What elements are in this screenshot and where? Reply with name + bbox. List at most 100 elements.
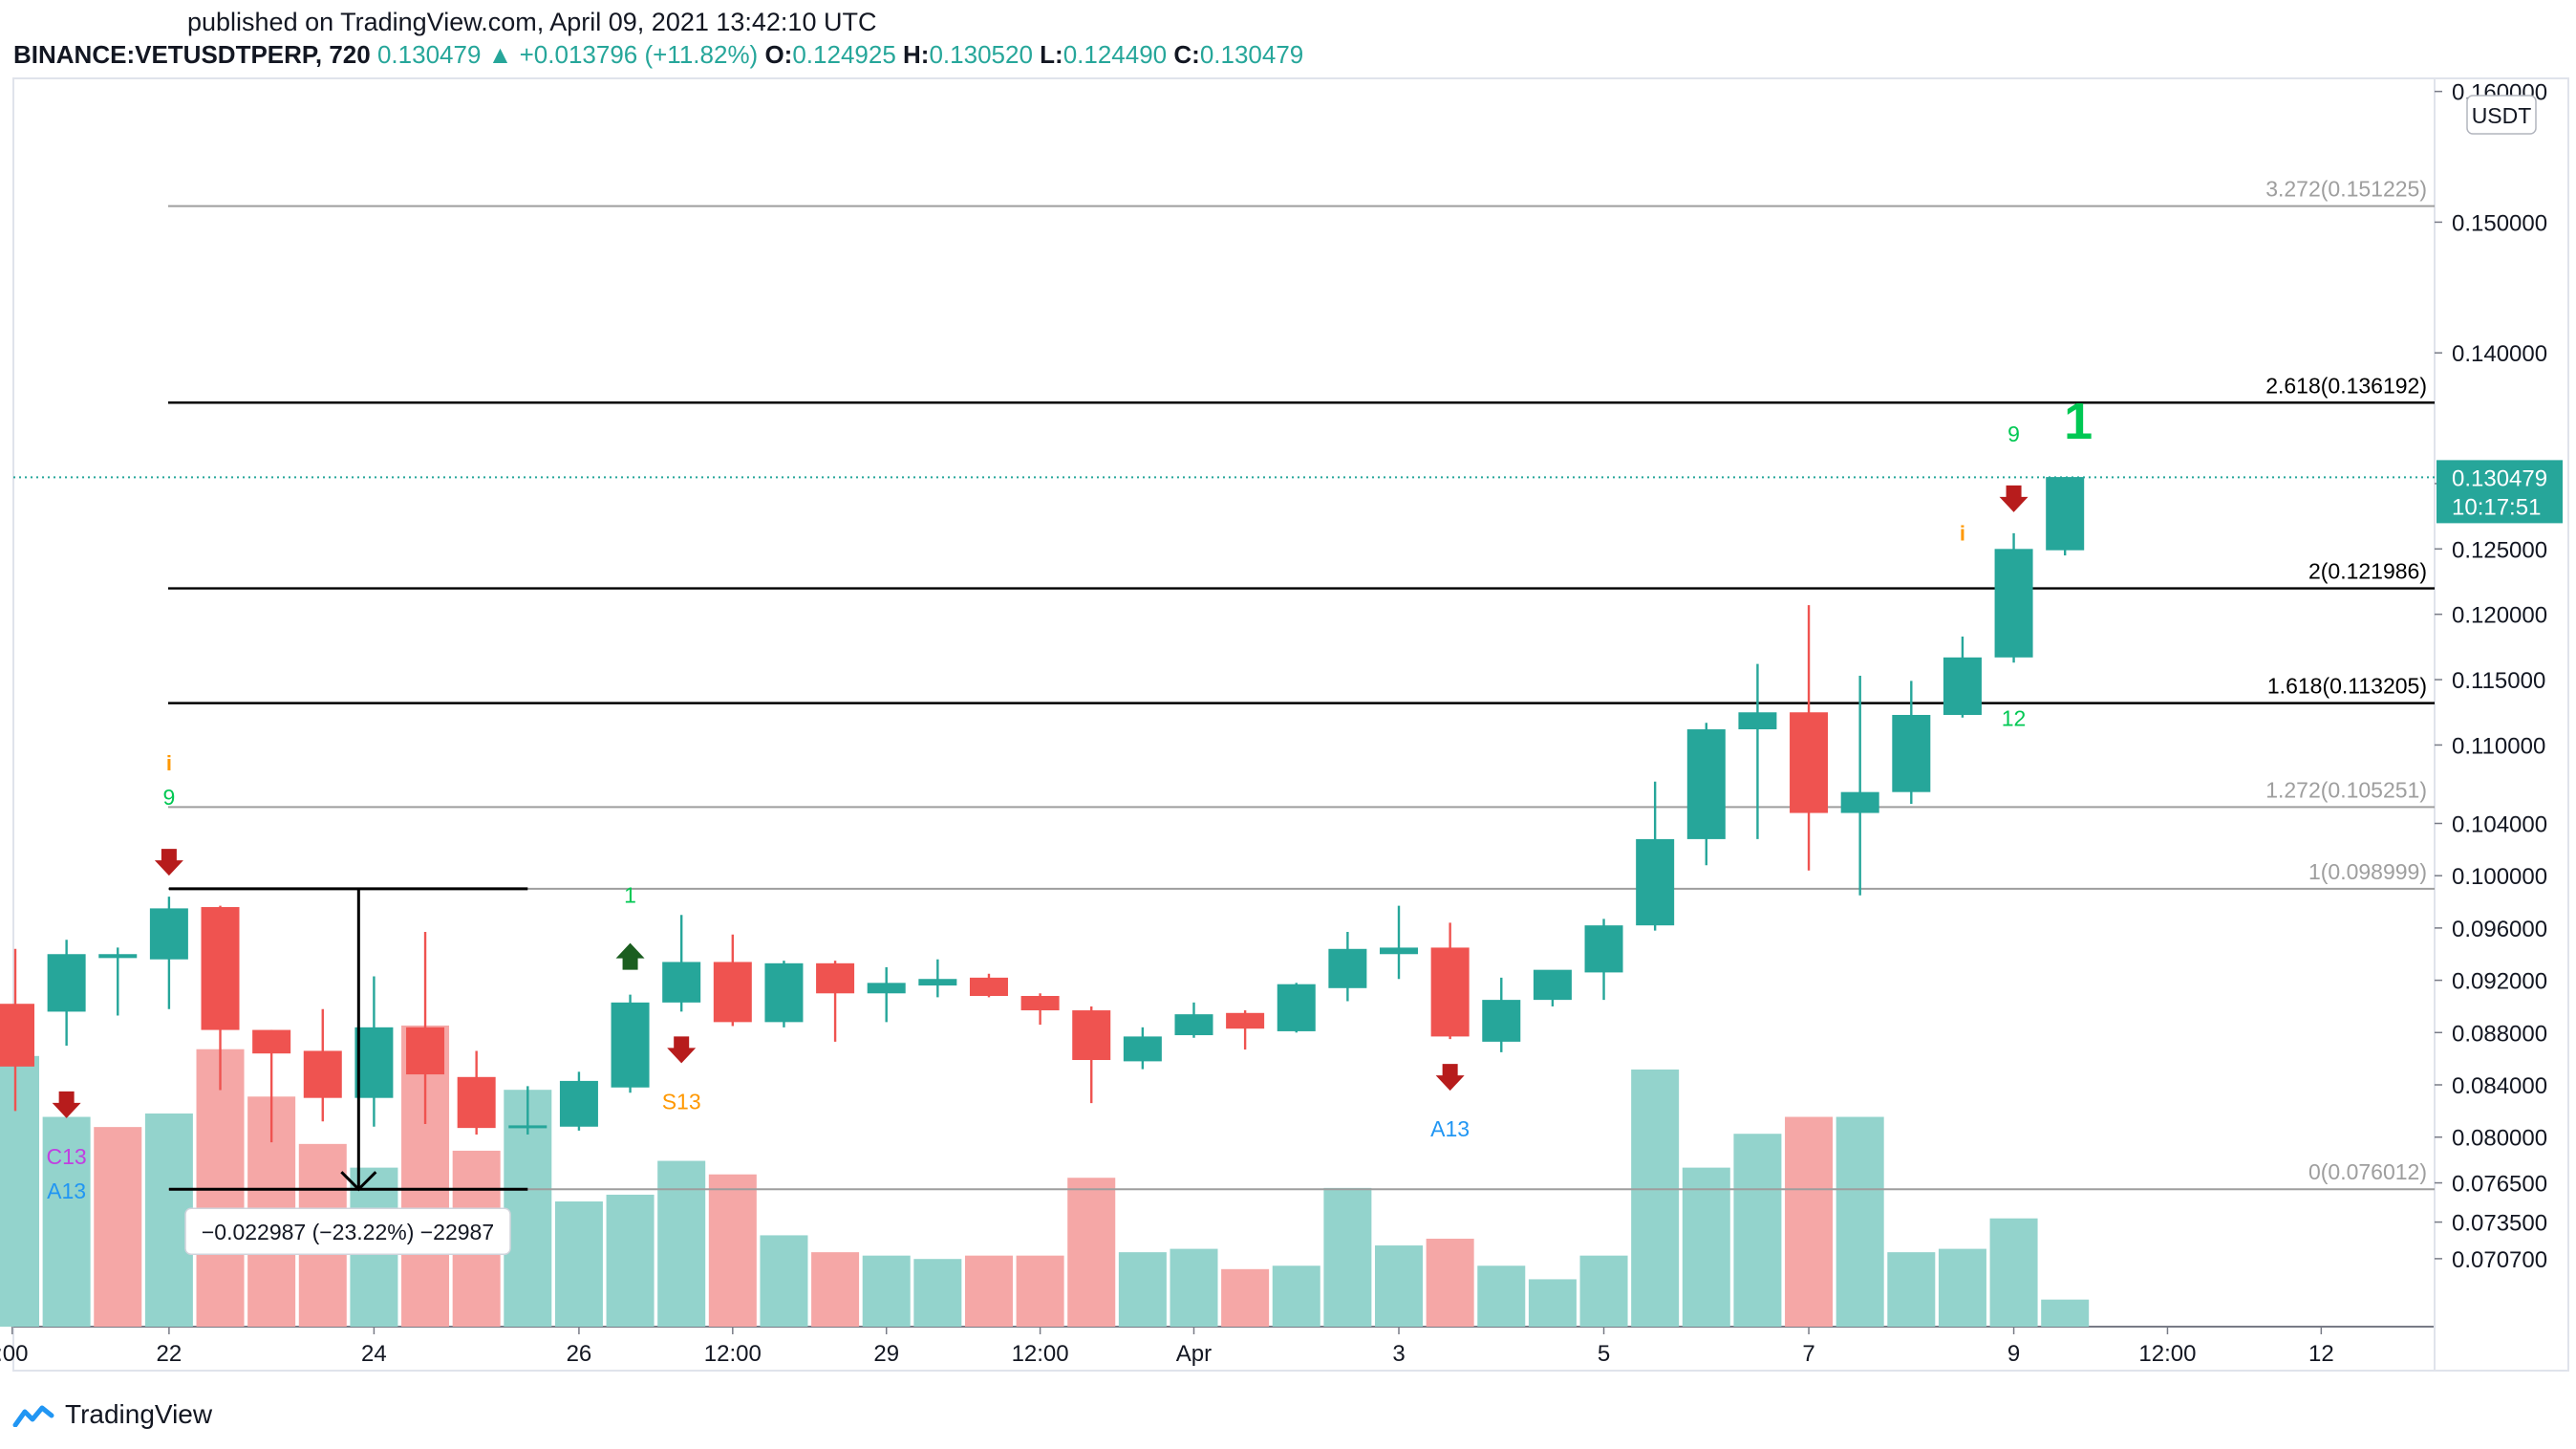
signal-label: i	[1960, 521, 1965, 545]
time-tick-label: 9	[2007, 1341, 2020, 1367]
volume-bar	[1733, 1134, 1782, 1327]
time-tick-label: 24	[361, 1341, 387, 1367]
volume-bar	[1579, 1255, 1628, 1327]
price-axis-frame	[2434, 77, 2569, 1372]
currency-label: USDT	[2472, 103, 2532, 128]
price-tick-label: 0.084000	[2452, 1073, 2547, 1099]
volume-bar	[1887, 1252, 1936, 1327]
price-tick-label: 0.070700	[2452, 1247, 2547, 1273]
signal-label: A13	[47, 1179, 86, 1203]
volume-bar	[1785, 1116, 1834, 1327]
candle-body	[1686, 729, 1726, 839]
tradingview-logo[interactable]: TradingView	[11, 1399, 212, 1430]
volume-bar	[760, 1235, 808, 1327]
candle-body	[1584, 925, 1623, 973]
fibonacci-extension[interactable]: 3.272(0.151225) 2.618(0.136192) 2(0.121986…	[13, 177, 2435, 1191]
last-price-value: 0.130479	[376, 40, 482, 69]
volume-bar	[1016, 1255, 1064, 1327]
tradingview-brand: TradingView	[65, 1399, 213, 1429]
signal-arrow-up-icon	[615, 942, 645, 970]
signal-label: i	[166, 751, 172, 775]
time-tick-label: :00	[0, 1341, 28, 1367]
fib-label-1.272: 1.272(0.105251)	[2265, 777, 2427, 802]
price-tick-label: 0.104000	[2452, 811, 2547, 837]
price-tick-label: 0.100000	[2452, 864, 2547, 890]
price-tick-label: 0.076500	[2452, 1172, 2547, 1198]
time-tick-label: 12:00	[704, 1341, 762, 1367]
candle-body	[1790, 712, 1829, 813]
price-axis[interactable]: 0.1600000.1500000.1400000.1300000.125000…	[2435, 80, 2563, 1273]
open-label: O:	[764, 40, 793, 69]
time-tick-label: 7	[1802, 1341, 1814, 1367]
candle-body	[713, 962, 752, 1023]
low-label: L:	[1040, 40, 1063, 69]
time-tick-label: 29	[873, 1341, 899, 1367]
candle-body	[1072, 1010, 1111, 1061]
tradingview-logo-icon	[12, 1405, 54, 1427]
candle-body	[1328, 948, 1367, 988]
volume-bar	[1221, 1268, 1270, 1327]
last-price-tag-value: 0.130479	[2452, 465, 2547, 491]
volume-bar	[862, 1255, 911, 1327]
volume-bar	[42, 1116, 91, 1327]
symbol-label[interactable]: BINANCE:VETUSDTPERP, 720	[13, 40, 371, 69]
volume-bar	[1528, 1279, 1577, 1327]
candle-body	[1174, 1014, 1213, 1036]
candle-body	[1840, 791, 1879, 813]
signal-label: S13	[662, 1089, 701, 1114]
fib-label-3.272: 3.272(0.151225)	[2265, 177, 2427, 202]
price-tick-label: 0.125000	[2452, 537, 2547, 563]
price-range-measure[interactable]: −0.022987 (−23.22%) −22987	[168, 887, 528, 1255]
volume-bar	[657, 1160, 706, 1327]
open-value: 0.124925	[792, 40, 896, 69]
candle-body	[559, 1080, 598, 1127]
fib-label-0: 0(0.076012)	[2308, 1159, 2427, 1184]
candle-body	[816, 962, 855, 994]
time-tick-label: 22	[157, 1341, 182, 1367]
price-tick-label: 0.096000	[2452, 917, 2547, 942]
volume-bar	[2041, 1299, 2090, 1327]
candle-body	[2046, 477, 2085, 551]
candle-body	[354, 1027, 394, 1098]
close-value: 0.130479	[1199, 40, 1304, 69]
time-axis[interactable]: :00 22 24 26 12:00 29 12:00 Apr 3 5 7 9 12:00 12	[0, 1327, 2334, 1367]
price-tick-label: 0.110000	[2452, 733, 2545, 759]
signal-label: A13	[1430, 1116, 1470, 1141]
fib-label-2: 2(0.121986)	[2308, 559, 2427, 584]
time-tick-label: 5	[1598, 1341, 1610, 1367]
price-tick-label: 0.140000	[2452, 341, 2547, 367]
measure-label-box	[184, 1207, 511, 1255]
candle-body	[1482, 1000, 1521, 1042]
candle-body	[1380, 947, 1419, 955]
volume-bar	[811, 1252, 860, 1327]
change-value: ▲ +0.013796 (+11.82%)	[487, 40, 759, 69]
fib-label-1.618: 1.618(0.113205)	[2267, 674, 2427, 699]
candle-body	[662, 962, 701, 1003]
high-label: H:	[903, 40, 930, 69]
price-tick-label: 0.088000	[2452, 1021, 2547, 1047]
volume-bar	[1426, 1238, 1474, 1327]
volume-bar	[1170, 1248, 1218, 1327]
last-price-tag	[2436, 460, 2563, 524]
candle-body	[1943, 657, 1982, 715]
volume-bar	[708, 1174, 757, 1327]
candle-body	[1892, 714, 1931, 792]
candle-body	[867, 983, 906, 994]
signal-arrow-down-icon	[1999, 485, 2029, 512]
candlesticks	[0, 477, 2085, 1143]
candle-body	[149, 908, 188, 960]
price-tick-label: 0.120000	[2452, 603, 2547, 629]
signal-label: 1	[624, 883, 636, 908]
candle-body	[457, 1076, 496, 1129]
candle-body	[1533, 969, 1572, 1001]
time-tick-label: Apr	[1176, 1341, 1212, 1367]
fib-label-1: 1(0.098999)	[2308, 859, 2427, 884]
measure-arrow-head	[340, 1171, 377, 1192]
candle-body	[508, 1125, 547, 1129]
candle-body	[1020, 996, 1060, 1011]
signal-arrow-down-icon	[667, 1036, 697, 1064]
currency-button[interactable]	[2466, 95, 2537, 135]
published-caption: published on TradingView.com, April 09, …	[187, 8, 877, 36]
volume-bar	[1375, 1245, 1424, 1327]
